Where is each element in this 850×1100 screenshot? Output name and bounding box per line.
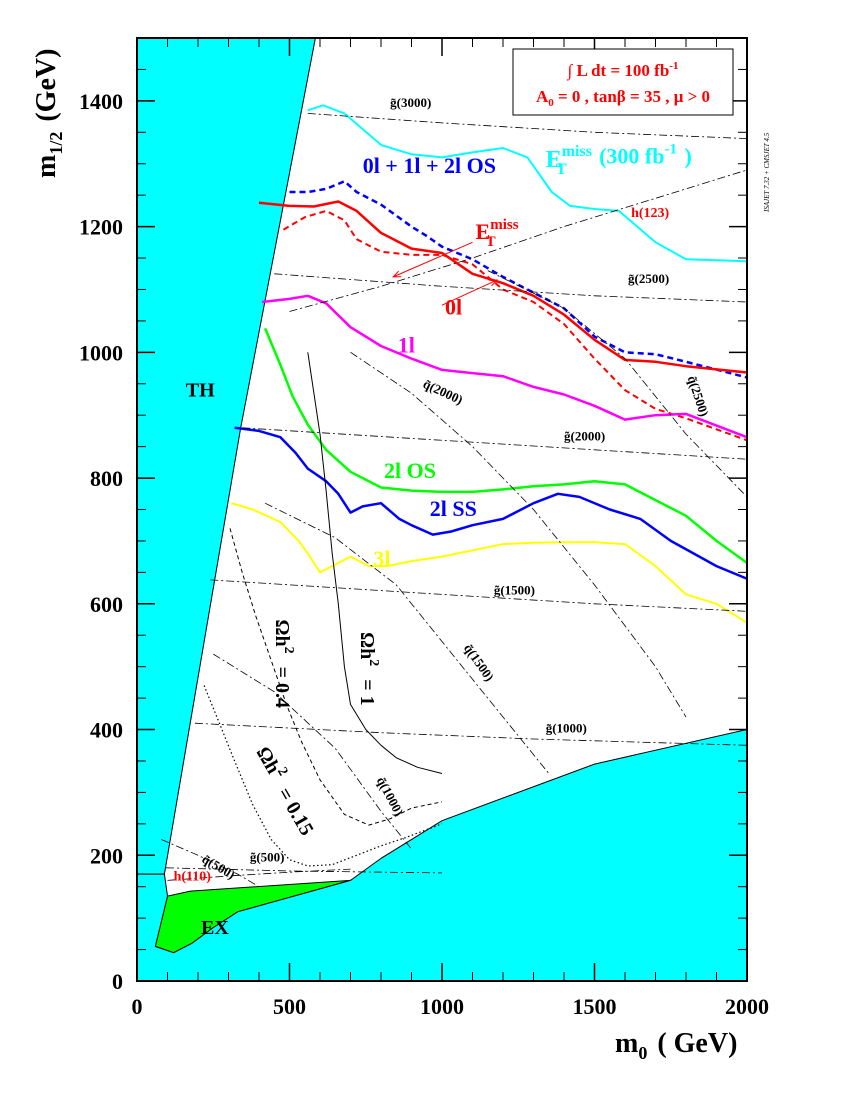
y-axis-title-sub: 1/2 [46, 132, 66, 155]
annotation-g-500-19: g̃(500) [250, 850, 285, 865]
info-box-a: A [536, 87, 549, 106]
arrow-head-0 [392, 270, 402, 278]
axis-ticks: 0 500 1000 1500 2000 0 200 400 600 800 1000 1200 140… [79, 37, 769, 1019]
series-1l [261, 294, 747, 439]
info-box: ∫ L dt = 100 fb-1 A0 = 0 , tanβ = 35 , μ… [512, 48, 734, 116]
annotation-h2-27: Ωh2 [356, 632, 381, 666]
excluded-regions [137, 38, 747, 981]
series-g-2500 [274, 273, 747, 303]
info-box-line-1: ∫ L dt = 100 fb-1 [567, 60, 679, 81]
annotation-3l-11: 3l [373, 546, 390, 571]
x-tick-label: 0 [132, 994, 143, 1019]
y-tick-label: 200 [90, 843, 123, 868]
y-axis-title-unit: (GeV) [31, 49, 62, 122]
region-excluded-2 [137, 728, 747, 981]
series-0l [258, 200, 747, 374]
x-tick-label: 2000 [725, 994, 769, 1019]
series-e-t-miss [282, 209, 747, 442]
series-3l [231, 502, 747, 624]
y-tick-label: 800 [90, 466, 123, 491]
series-g-500 [165, 867, 443, 874]
y-tick-label: 1200 [79, 215, 123, 240]
series-g-1500 [210, 579, 747, 612]
annotation-h-123-12: h(123) [631, 206, 669, 221]
series-h-1 [307, 352, 443, 774]
series-2l-ss [234, 426, 747, 580]
y-tick-label: 0 [112, 969, 123, 994]
annotation-g-2500-15: g̃(2500) [628, 271, 669, 286]
info-box-params: = 0 , tanβ = 35 , μ > 0 [554, 87, 710, 106]
annotation-2l-ss-10: 2l SS [430, 496, 477, 521]
annotation-h-110-13: h(110) [174, 869, 212, 884]
annotation-1-28: = 1 [356, 679, 378, 705]
y-axis-title: m1/2 (GeV) [31, 49, 66, 178]
series-g-1000 [194, 722, 747, 746]
annotation-0l-1l-2l-os-2: 0l + 1l + 2l OS [363, 153, 496, 178]
annotation-ex-1: EX [201, 917, 229, 939]
annotation-h2-25: Ωh2 [271, 620, 296, 654]
x-axis-title-sub: 0 [638, 1043, 647, 1063]
series-g-3000 [307, 113, 747, 139]
info-box-line-2: A0 = 0 , tanβ = 35 , μ > 0 [536, 87, 710, 109]
x-axis-title-main: m [615, 1028, 638, 1059]
info-box-luminosity: ∫ L dt = 100 fb [567, 61, 670, 81]
series-g-2000 [242, 427, 747, 460]
annotation-emiss-6: Emiss T [476, 217, 519, 250]
series-0l-1l-2l-os [289, 180, 747, 379]
x-axis-title: m0 ( GeV) [615, 1028, 737, 1063]
series-e-t-miss-300-fb-1 [307, 104, 747, 263]
series-q-2000 [350, 351, 687, 718]
annotation-0-4-26: = 0.4 [271, 667, 293, 708]
x-tick-label: 1500 [573, 994, 617, 1019]
annotation-emiss-3: Emiss T [546, 143, 592, 178]
series-q-1500 [264, 502, 550, 774]
y-tick-label: 600 [90, 592, 123, 617]
arrow-line-1 [441, 279, 498, 306]
y-tick-label: 1000 [79, 340, 123, 365]
x-tick-label: 500 [273, 994, 306, 1019]
annotation-300-fb-1-4: (300 fb-1 [599, 142, 677, 169]
info-box-a-sub: 0 [548, 97, 554, 109]
series-q-500 [161, 839, 260, 888]
annotation-2l-os-9: 2l OS [384, 458, 436, 483]
region-th [137, 38, 316, 875]
annotation-g-1500-17: g̃(1500) [494, 582, 535, 597]
y-tick-label: 400 [90, 718, 123, 743]
arrow-head-1 [488, 279, 499, 287]
y-tick-label: 1400 [79, 89, 123, 114]
annotation-g-1000-18: g̃(1000) [546, 721, 587, 736]
contour-lines [161, 104, 747, 888]
annotation-g-3000-14: g̃(3000) [390, 95, 431, 110]
annotation-arrows [392, 241, 499, 306]
series-q-2500 [487, 270, 747, 498]
series-h-0-4 [229, 528, 443, 826]
side-note: ISAJET 7.32 + CMSJET 4.5 [763, 132, 771, 213]
y-axis-title-main: m [31, 155, 62, 178]
arrow-line-0 [393, 241, 473, 278]
annotation-th-0: TH [186, 379, 215, 401]
x-axis-title-unit: ( GeV) [657, 1028, 737, 1059]
annotation-item-5: ) [684, 144, 691, 169]
series-2l-os [263, 327, 747, 564]
annotation-1l-8: 1l [398, 332, 415, 357]
series-h-0-15 [203, 685, 443, 867]
info-box-luminosity-exp: -1 [669, 60, 678, 72]
annotation-g-2000-16: g̃(2000) [564, 428, 605, 443]
x-tick-label: 1000 [420, 994, 464, 1019]
series-h-110 [167, 868, 351, 881]
annotation-0l-7: 0l [445, 295, 462, 320]
info-box-frame [512, 48, 734, 116]
